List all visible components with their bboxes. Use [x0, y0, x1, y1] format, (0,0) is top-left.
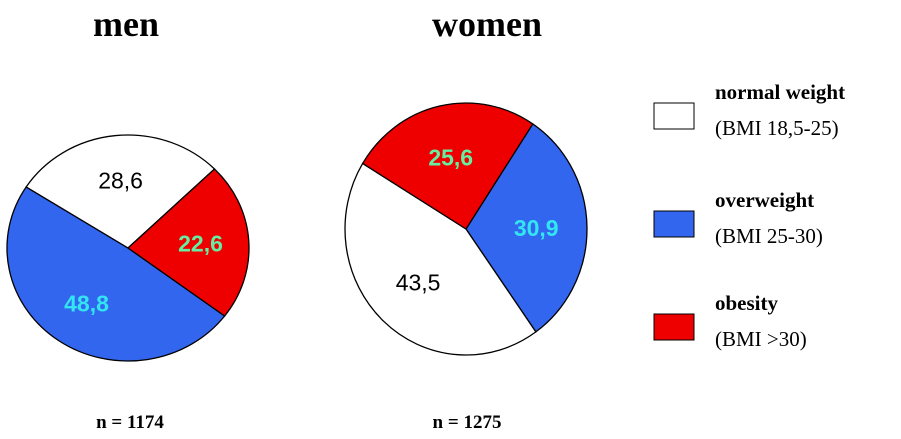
slice-label-normal-weight: 28,6: [98, 168, 143, 194]
pie-women-slices: 30,9 43,5 25,6: [344, 102, 588, 356]
legend-swatch-obesity: [653, 313, 695, 341]
legend-title-normal-weight: normal weight: [715, 80, 845, 104]
pie-slice-overweight: [6, 186, 226, 362]
pie-slice-obesity: [362, 102, 534, 230]
legend-sub-obesity: (BMI >30): [715, 327, 807, 351]
slice-label-obesity: 25,6: [428, 145, 473, 171]
sample-size-women: n = 1275: [433, 412, 502, 433]
pie-slice-normal-weight: [25, 134, 216, 249]
legend-sub-overweight: (BMI 25-30): [715, 224, 823, 248]
slice-label-normal-weight: 43,5: [396, 269, 441, 295]
pie-men-slices: 48,8 28,6 22,6: [6, 134, 250, 362]
slice-label-obesity: 22,6: [178, 231, 223, 257]
pie-slice-normal-weight: [344, 162, 537, 356]
slice-label-overweight: 30,9: [514, 215, 559, 241]
legend: normal weight (BMI 18,5-25) overweight (…: [653, 80, 845, 351]
pie-slice-obesity: [127, 168, 250, 317]
legend-title-obesity: obesity: [715, 291, 779, 315]
slice-label-overweight: 48,8: [64, 291, 109, 317]
pie-title-men: men: [93, 4, 159, 44]
pie-women: women 30,9 43,5 25,6 n = 1275: [344, 4, 588, 433]
pie-men: men 48,8 28,6 22,6 n = 1174: [6, 4, 250, 433]
legend-sub-normal-weight: (BMI 18,5-25): [715, 116, 839, 140]
pie-title-women: women: [432, 4, 542, 44]
legend-swatch-normal-weight: [653, 102, 695, 130]
pie-slice-overweight: [465, 123, 588, 333]
legend-swatch-overweight: [653, 210, 695, 238]
sample-size-men: n = 1174: [96, 412, 164, 433]
legend-title-overweight: overweight: [715, 188, 814, 212]
